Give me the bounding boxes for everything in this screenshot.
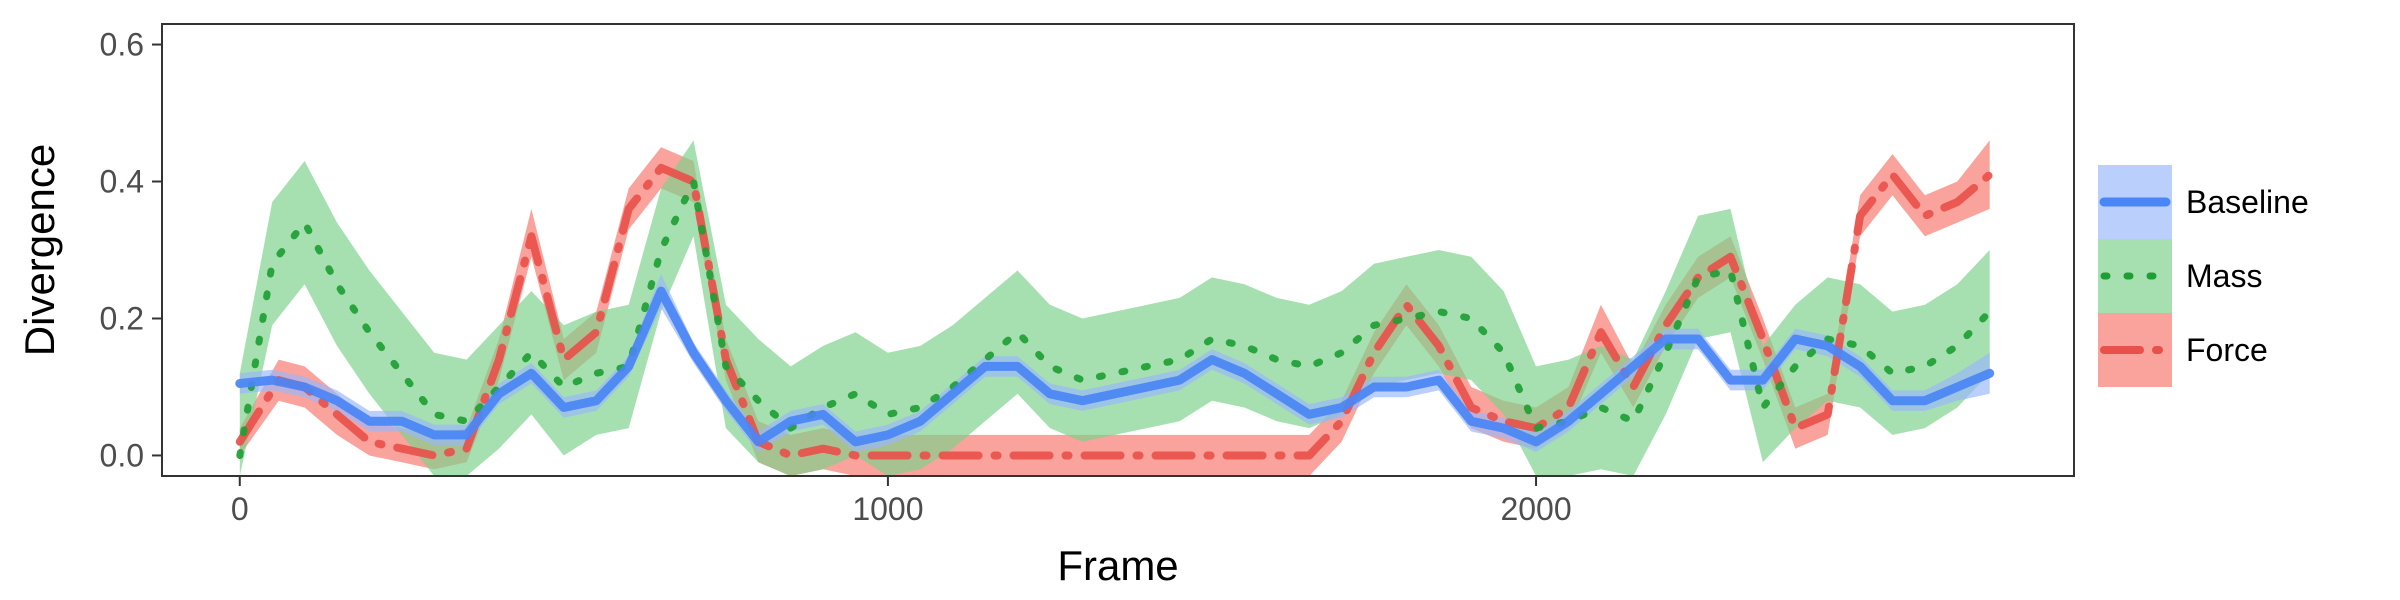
legend-item-force: Force — [2098, 313, 2268, 387]
legend: Baseline Mass Force — [2098, 165, 2309, 387]
legend-label: Baseline — [2186, 184, 2309, 220]
y-axis: 0.0 0.2 0.4 0.6 — [100, 27, 162, 473]
plot-panel-border — [161, 23, 2075, 477]
y-tick-label: 0.4 — [100, 164, 144, 200]
legend-item-mass: Mass — [2098, 239, 2262, 313]
series-lines — [235, 163, 1995, 460]
y-tick-label: 0.0 — [100, 437, 144, 473]
baseline-line — [235, 286, 1995, 447]
x-axis: 0 1000 2000 — [231, 476, 1572, 527]
y-tick-label: 0.6 — [100, 27, 144, 63]
x-tick-label: 1000 — [852, 491, 923, 527]
y-axis-title: Divergence — [16, 144, 63, 356]
mass-confidence-band — [239, 140, 1990, 476]
legend-item-baseline: Baseline — [2098, 165, 2309, 239]
x-tick-label: 0 — [231, 491, 249, 527]
legend-label: Force — [2186, 332, 2268, 368]
legend-label: Mass — [2186, 258, 2262, 294]
force-line — [235, 163, 1994, 460]
x-axis-title: Frame — [1057, 542, 1178, 589]
x-tick-label: 2000 — [1500, 491, 1571, 527]
y-tick-label: 0.2 — [100, 300, 144, 336]
